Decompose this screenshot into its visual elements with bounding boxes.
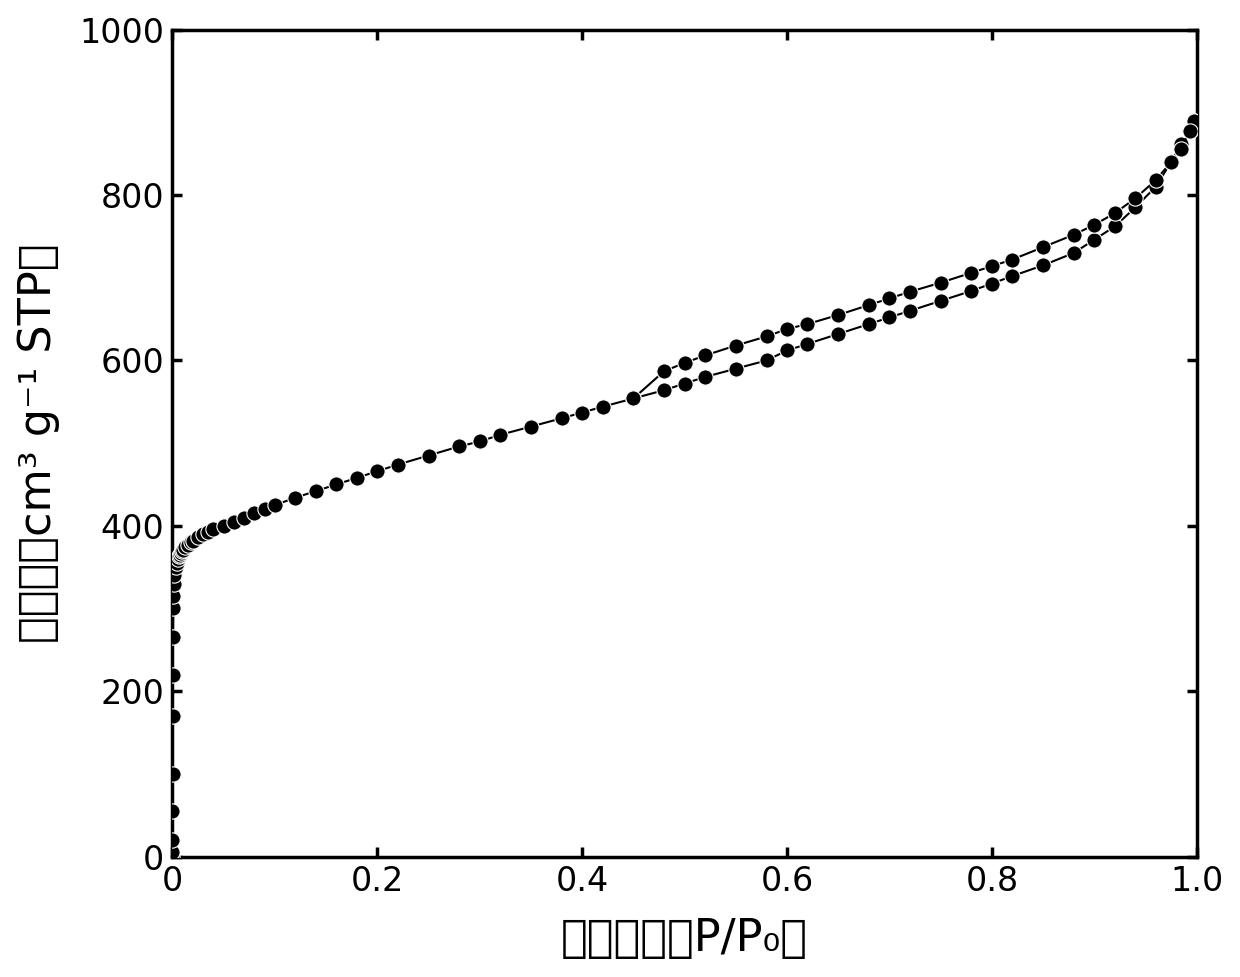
X-axis label: 相对压力（P/P₀）: 相对压力（P/P₀） <box>560 917 808 960</box>
Y-axis label: 吸附量（cm³ g⁻¹ STP）: 吸附量（cm³ g⁻¹ STP） <box>16 243 60 643</box>
